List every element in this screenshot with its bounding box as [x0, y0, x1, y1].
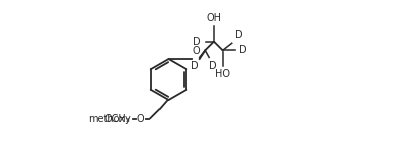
Text: HO: HO: [215, 69, 230, 79]
Text: O: O: [193, 46, 200, 56]
Text: O: O: [137, 114, 145, 124]
Text: D: D: [235, 30, 243, 40]
Text: D: D: [239, 45, 247, 55]
Text: OCH₃: OCH₃: [105, 114, 130, 124]
Text: D: D: [193, 37, 201, 47]
Text: D: D: [209, 61, 217, 71]
Text: methoxy: methoxy: [88, 114, 130, 124]
Text: D: D: [191, 61, 198, 71]
Text: OH: OH: [207, 13, 221, 23]
